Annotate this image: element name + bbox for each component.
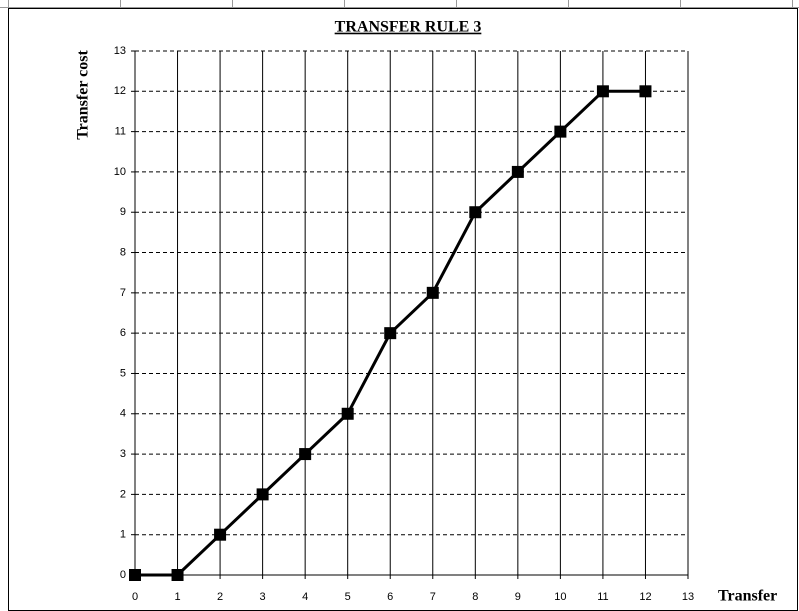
y-tick-label: 12 (114, 85, 126, 97)
x-tick-label: 12 (639, 591, 651, 603)
x-tick-label: 8 (472, 591, 478, 603)
y-tick-label: 3 (120, 448, 126, 460)
x-tick-label: 10 (554, 591, 566, 603)
marker (639, 85, 652, 98)
chart-border (8, 8, 798, 611)
chart-title: TRANSFER RULE 3 (335, 19, 482, 36)
y-tick-label: 2 (120, 488, 126, 500)
x-tick-label: 13 (682, 591, 694, 603)
y-tick-label: 9 (120, 206, 126, 218)
marker (554, 125, 567, 138)
y-tick-label: 7 (120, 287, 126, 299)
x-tick-label: 0 (132, 591, 138, 603)
y-tick-label: 4 (120, 408, 126, 420)
x-tick-label: 11 (597, 591, 608, 603)
y-tick-label: 0 (120, 569, 126, 581)
y-tick-label: 10 (114, 166, 126, 178)
x-tick-label: 1 (174, 591, 180, 603)
x-tick-label: 9 (515, 591, 521, 603)
marker (511, 165, 524, 178)
marker (596, 85, 609, 98)
marker (426, 286, 439, 299)
x-tick-label: 7 (430, 591, 436, 603)
marker (341, 407, 354, 420)
y-axis-label: Transfer cost (75, 50, 92, 140)
marker (171, 569, 184, 581)
y-tick-label: 6 (120, 327, 126, 339)
marker (384, 327, 397, 340)
x-tick-label: 3 (260, 591, 266, 603)
x-axis-label: Transfer (718, 588, 777, 605)
sheet-grid (0, 0, 799, 8)
marker (129, 569, 141, 581)
marker (256, 488, 269, 501)
marker (299, 448, 312, 461)
y-tick-label: 13 (114, 45, 126, 57)
y-tick-label: 8 (120, 246, 126, 258)
y-tick-label: 11 (115, 126, 126, 138)
marker (214, 528, 227, 541)
x-tick-label: 5 (345, 591, 351, 603)
x-tick-label: 6 (387, 591, 393, 603)
y-tick-label: 5 (120, 367, 126, 379)
y-tick-label: 1 (120, 529, 126, 541)
x-tick-label: 4 (302, 591, 308, 603)
marker (469, 206, 482, 219)
x-tick-label: 2 (217, 591, 223, 603)
